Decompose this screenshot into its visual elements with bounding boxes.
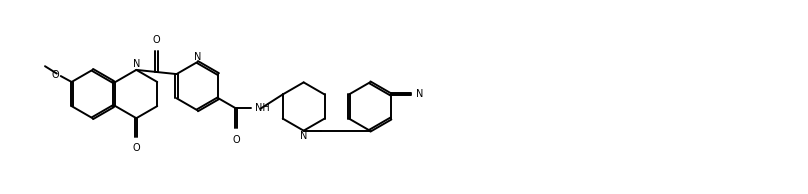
Text: N: N <box>133 59 140 69</box>
Text: O: O <box>153 35 160 45</box>
Text: N: N <box>416 89 423 99</box>
Text: O: O <box>233 135 240 145</box>
Text: O: O <box>51 70 59 80</box>
Text: O: O <box>133 143 140 153</box>
Text: N: N <box>194 52 201 61</box>
Text: NH: NH <box>255 102 270 113</box>
Text: N: N <box>300 131 307 141</box>
